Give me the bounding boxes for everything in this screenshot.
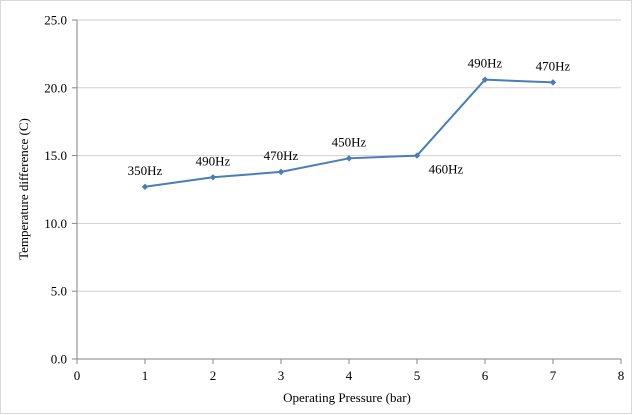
x-tick-label-0: 0 [74, 368, 81, 383]
data-label-4: 460Hz [429, 162, 464, 177]
data-label-0: 350Hz [128, 163, 163, 178]
data-label-2: 470Hz [264, 148, 299, 163]
x-tick-label-6: 6 [482, 368, 489, 383]
y-tick-label-1: 5.0 [51, 284, 67, 299]
y-axis-label: Temperature difference (C) [16, 118, 31, 260]
x-tick-labels: 0 1 2 3 4 5 6 7 8 [74, 368, 625, 383]
series-line-0 [144, 78, 554, 188]
data-point-4 [413, 152, 421, 159]
x-tick-label-8: 8 [618, 368, 625, 383]
series-group [141, 76, 557, 190]
data-labels: 350Hz 490Hz 470Hz 450Hz 460Hz 490Hz 470Hz [128, 56, 571, 178]
y-tick-label-0: 0.0 [51, 352, 67, 367]
axes [72, 19, 622, 364]
data-label-5: 490Hz [468, 56, 503, 71]
x-tick-label-3: 3 [278, 368, 285, 383]
x-tick-label-4: 4 [346, 368, 353, 383]
y-tick-label-2: 10.0 [44, 216, 67, 231]
y-tick-label-4: 20.0 [44, 80, 67, 95]
x-tick-label-5: 5 [414, 368, 421, 383]
data-point-2 [277, 168, 285, 176]
x-tick-label-7: 7 [550, 368, 557, 383]
data-point-0 [141, 183, 149, 190]
data-point-1 [209, 174, 217, 181]
data-point-6 [549, 79, 557, 86]
y-tick-label-3: 15.0 [44, 148, 67, 163]
data-point-3 [345, 155, 353, 162]
data-label-3: 450Hz [332, 134, 367, 149]
y-tick-label-5: 25.0 [44, 13, 67, 28]
x-tick-label-2: 2 [210, 368, 217, 383]
data-label-6: 470Hz [536, 58, 571, 73]
data-point-5 [481, 76, 489, 83]
data-label-1: 490Hz [196, 153, 231, 168]
x-axis-label: Operating Pressure (bar) [283, 390, 411, 405]
x-tick-label-1: 1 [142, 368, 149, 383]
y-tick-labels: 0.0 5.0 10.0 15.0 20.0 25.0 [44, 13, 67, 367]
